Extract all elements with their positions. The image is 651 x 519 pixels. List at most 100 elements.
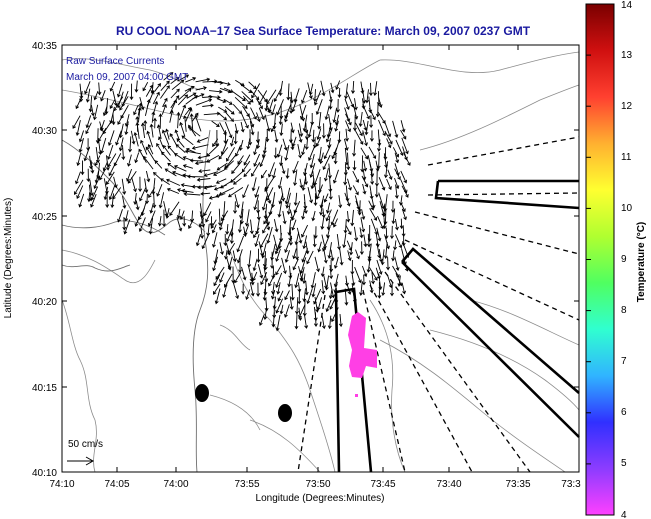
current-vector <box>87 192 92 203</box>
current-vector <box>107 153 117 168</box>
current-vector <box>327 315 332 330</box>
current-vector <box>185 77 197 83</box>
current-vector <box>273 88 282 102</box>
current-vector <box>93 176 101 189</box>
current-vector <box>366 257 371 273</box>
current-vector <box>304 129 309 140</box>
current-vector <box>122 195 127 209</box>
current-vector <box>213 274 221 287</box>
current-vector <box>211 120 220 127</box>
current-vector <box>270 251 275 269</box>
current-vector <box>144 98 151 117</box>
current-vector <box>212 256 219 272</box>
current-vector <box>286 83 291 101</box>
colorbar-tick-label: 4 <box>621 510 627 519</box>
current-vector <box>252 271 258 282</box>
current-vector <box>284 290 290 301</box>
current-vector <box>251 161 261 177</box>
current-vector <box>169 109 174 123</box>
current-vector <box>169 201 180 217</box>
current-vector <box>202 103 214 108</box>
current-vector <box>313 312 318 327</box>
current-vector <box>353 226 359 242</box>
current-vector <box>138 148 147 163</box>
current-vector <box>129 83 134 101</box>
current-vector <box>249 120 255 136</box>
current-vector <box>301 176 307 192</box>
current-vector <box>327 242 332 259</box>
current-vector <box>233 130 238 145</box>
current-vector <box>195 98 213 106</box>
current-vector <box>293 169 298 187</box>
current-vector <box>211 232 218 248</box>
current-vector <box>292 258 299 271</box>
current-vector <box>243 154 251 166</box>
current-vector <box>226 147 235 162</box>
current-vector <box>330 209 339 226</box>
current-vector <box>294 232 300 246</box>
current-vector <box>179 121 186 137</box>
current-vector <box>263 211 273 225</box>
current-vector <box>313 169 321 186</box>
current-vector <box>399 218 404 230</box>
current-vector <box>291 136 297 147</box>
current-vector <box>276 99 284 116</box>
current-vector <box>274 129 279 143</box>
current-vector <box>203 111 221 116</box>
current-vector <box>218 80 231 86</box>
current-vector <box>256 98 263 110</box>
current-vector <box>110 193 115 209</box>
current-vector <box>319 152 324 165</box>
station-marker <box>278 404 292 422</box>
colorbar-tick-label: 6 <box>621 407 627 418</box>
current-vector <box>394 152 400 164</box>
current-vector <box>224 249 229 260</box>
current-vector <box>218 147 229 160</box>
colorbar-tick-label: 7 <box>621 356 627 367</box>
current-vector <box>403 153 411 166</box>
current-vector <box>366 233 371 248</box>
current-vector <box>176 216 183 232</box>
current-vector <box>162 97 168 108</box>
current-vector <box>252 258 258 272</box>
current-vector <box>137 106 142 123</box>
current-vector <box>355 249 360 260</box>
sst-cold-patch <box>348 312 377 397</box>
current-vector <box>224 121 233 139</box>
current-vector <box>249 219 254 235</box>
current-vector <box>218 208 222 227</box>
current-vector <box>173 165 187 172</box>
current-vector <box>302 235 308 250</box>
current-vector <box>158 113 163 129</box>
x-tick-label: 73:50 <box>305 479 330 490</box>
current-vector <box>360 217 366 233</box>
current-vector <box>147 144 154 155</box>
colorbar-label: Temperature (°C) <box>636 222 647 303</box>
current-vector <box>78 137 84 153</box>
current-vector <box>313 226 318 239</box>
current-vector <box>134 216 140 227</box>
current-vector <box>394 184 399 199</box>
current-vector <box>265 218 271 231</box>
current-vector <box>248 81 257 90</box>
current-vector <box>392 147 400 158</box>
current-vector <box>259 154 266 168</box>
current-vector <box>301 224 309 238</box>
current-vector <box>198 169 211 174</box>
current-vector <box>400 129 407 140</box>
current-vector <box>333 154 338 165</box>
current-vector <box>270 104 276 116</box>
current-vector <box>302 273 307 284</box>
current-vector <box>297 144 303 159</box>
current-vector <box>85 88 91 103</box>
current-vector <box>298 307 303 321</box>
current-vector <box>378 119 386 137</box>
current-vector <box>323 193 329 203</box>
current-vector <box>368 200 375 211</box>
current-vector <box>323 248 328 264</box>
current-vector <box>78 193 85 208</box>
current-vector <box>268 273 276 287</box>
current-vector <box>170 95 180 109</box>
current-vector <box>261 169 267 179</box>
